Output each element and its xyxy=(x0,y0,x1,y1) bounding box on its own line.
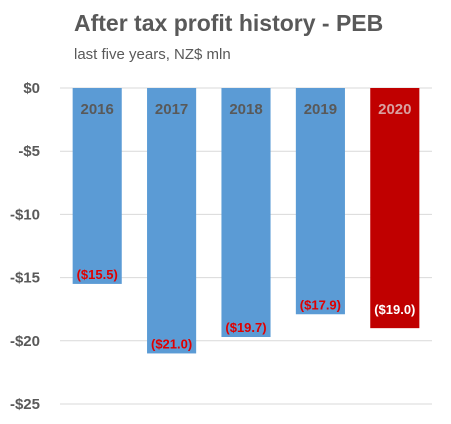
data-label: ($19.7) xyxy=(225,320,266,335)
bar xyxy=(221,88,271,338)
y-tick-label: -$10 xyxy=(10,206,40,223)
chart-title: After tax profit history - PEB xyxy=(74,10,384,36)
y-tick-label: $0 xyxy=(23,80,40,97)
data-label: ($17.9) xyxy=(300,297,341,312)
x-category-label: 2019 xyxy=(304,101,337,118)
x-category-label: 2016 xyxy=(81,101,114,118)
y-tick-label: -$15 xyxy=(10,270,40,287)
data-label: ($19.0) xyxy=(374,302,415,317)
bar xyxy=(147,88,197,354)
x-category-label: 2020 xyxy=(378,101,411,118)
bar xyxy=(72,88,122,284)
bar xyxy=(295,88,345,315)
y-tick-label: -$5 xyxy=(18,143,40,160)
data-label: ($21.0) xyxy=(151,336,192,351)
y-tick-label: -$20 xyxy=(10,333,40,350)
x-category-label: 2017 xyxy=(155,101,188,118)
y-tick-label: -$25 xyxy=(10,396,40,413)
bar xyxy=(370,88,420,329)
data-label: ($15.5) xyxy=(77,267,118,282)
x-category-label: 2018 xyxy=(229,101,262,118)
chart-subtitle: last five years, NZ$ mln xyxy=(74,46,231,63)
